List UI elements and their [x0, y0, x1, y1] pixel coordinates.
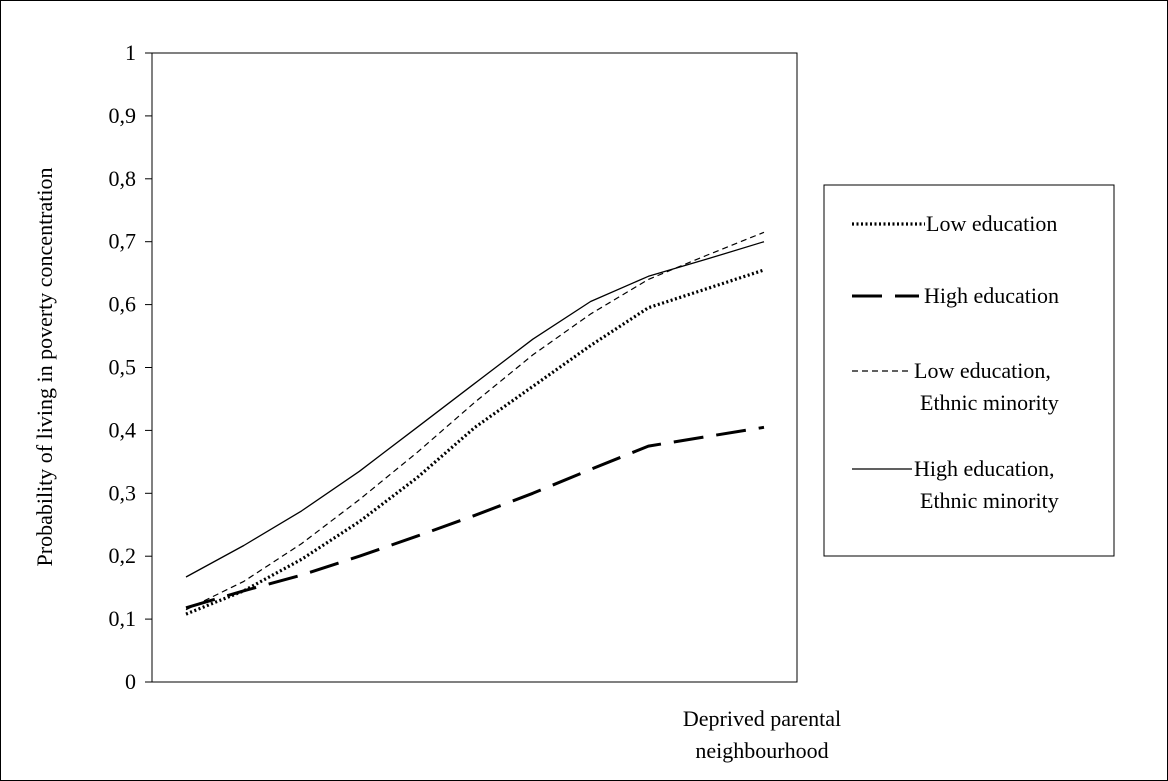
legend-label-highmin: Ethnic minority [920, 488, 1059, 513]
legend-label-highmin: High education, [914, 456, 1055, 481]
series-line-highmin [185, 241, 765, 578]
y-tick-label: 0,1 [109, 606, 137, 631]
series-line-low [185, 268, 765, 616]
y-tick-label: 0,3 [109, 480, 137, 505]
legend-label-high: High education [924, 283, 1059, 308]
y-tick-label: 0,7 [109, 229, 137, 254]
series-line-high [185, 425, 765, 610]
y-tick-label: 0,6 [109, 292, 137, 317]
y-tick-label: 0,5 [109, 355, 137, 380]
x-axis-title-line2: neighbourhood [695, 738, 828, 763]
y-axis-ticks: 0 0,1 0,2 0,3 0,4 0,5 0,6 0,7 0,8 0,9 1 [109, 40, 152, 694]
y-tick-label: 0,9 [109, 103, 137, 128]
y-axis-title: Probability of living in poverty concent… [32, 168, 57, 567]
legend-label-low: Low education [926, 211, 1057, 236]
y-tick-label: 0 [125, 669, 136, 694]
legend-label-lowmin: Low education, [914, 358, 1051, 383]
y-tick-label: 0,4 [109, 417, 137, 442]
series-line-lowmin [185, 231, 765, 611]
x-axis-title-line1: Deprived parental [683, 706, 841, 731]
legend: Low education High education Low education… [823, 184, 1115, 557]
legend-label-lowmin: Ethnic minority [920, 390, 1059, 415]
y-tick-label: 0,2 [109, 543, 137, 568]
y-tick-label: 0,8 [109, 166, 137, 191]
series-layer [185, 231, 765, 616]
y-tick-label: 1 [125, 40, 136, 65]
